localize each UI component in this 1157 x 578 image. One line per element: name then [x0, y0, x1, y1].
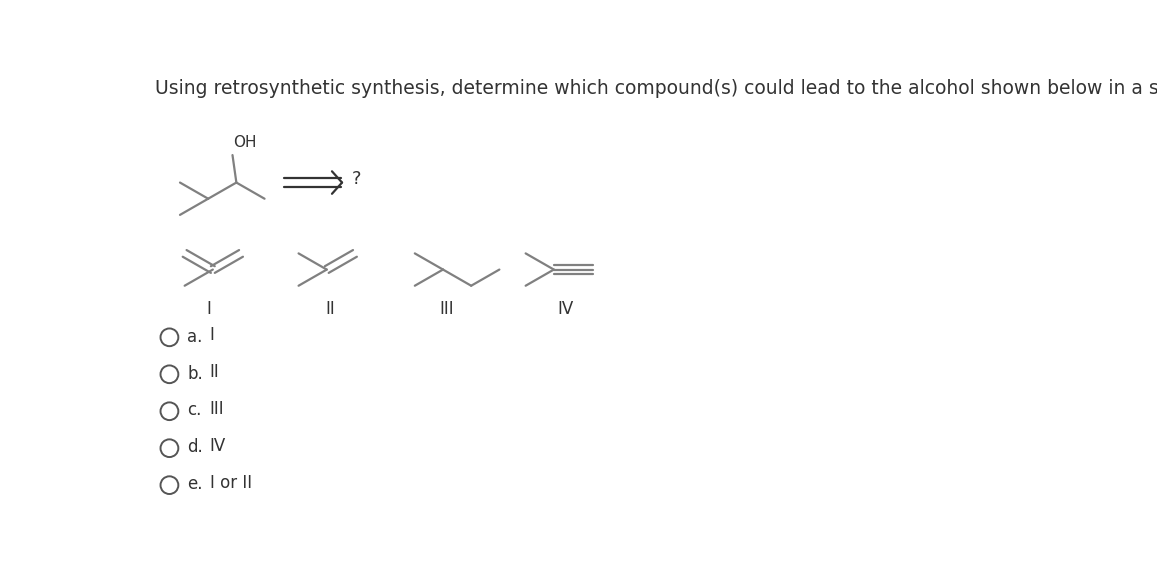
Text: IV: IV	[209, 437, 226, 455]
Text: IV: IV	[558, 299, 574, 317]
Text: e.: e.	[187, 475, 202, 494]
Text: II: II	[209, 363, 220, 381]
Text: I: I	[206, 299, 212, 317]
Text: ?: ?	[352, 171, 361, 188]
Text: OH: OH	[234, 135, 257, 150]
Text: c.: c.	[187, 402, 201, 420]
Text: II: II	[326, 299, 336, 317]
Text: III: III	[440, 299, 455, 317]
Text: b.: b.	[187, 365, 202, 383]
Text: a.: a.	[187, 328, 202, 346]
Text: I or II: I or II	[209, 474, 252, 492]
Text: III: III	[209, 400, 224, 418]
Text: Using retrosynthetic synthesis, determine which compound(s) could lead to the al: Using retrosynthetic synthesis, determin…	[155, 79, 1157, 98]
Text: d.: d.	[187, 439, 202, 457]
Text: I: I	[209, 326, 214, 344]
